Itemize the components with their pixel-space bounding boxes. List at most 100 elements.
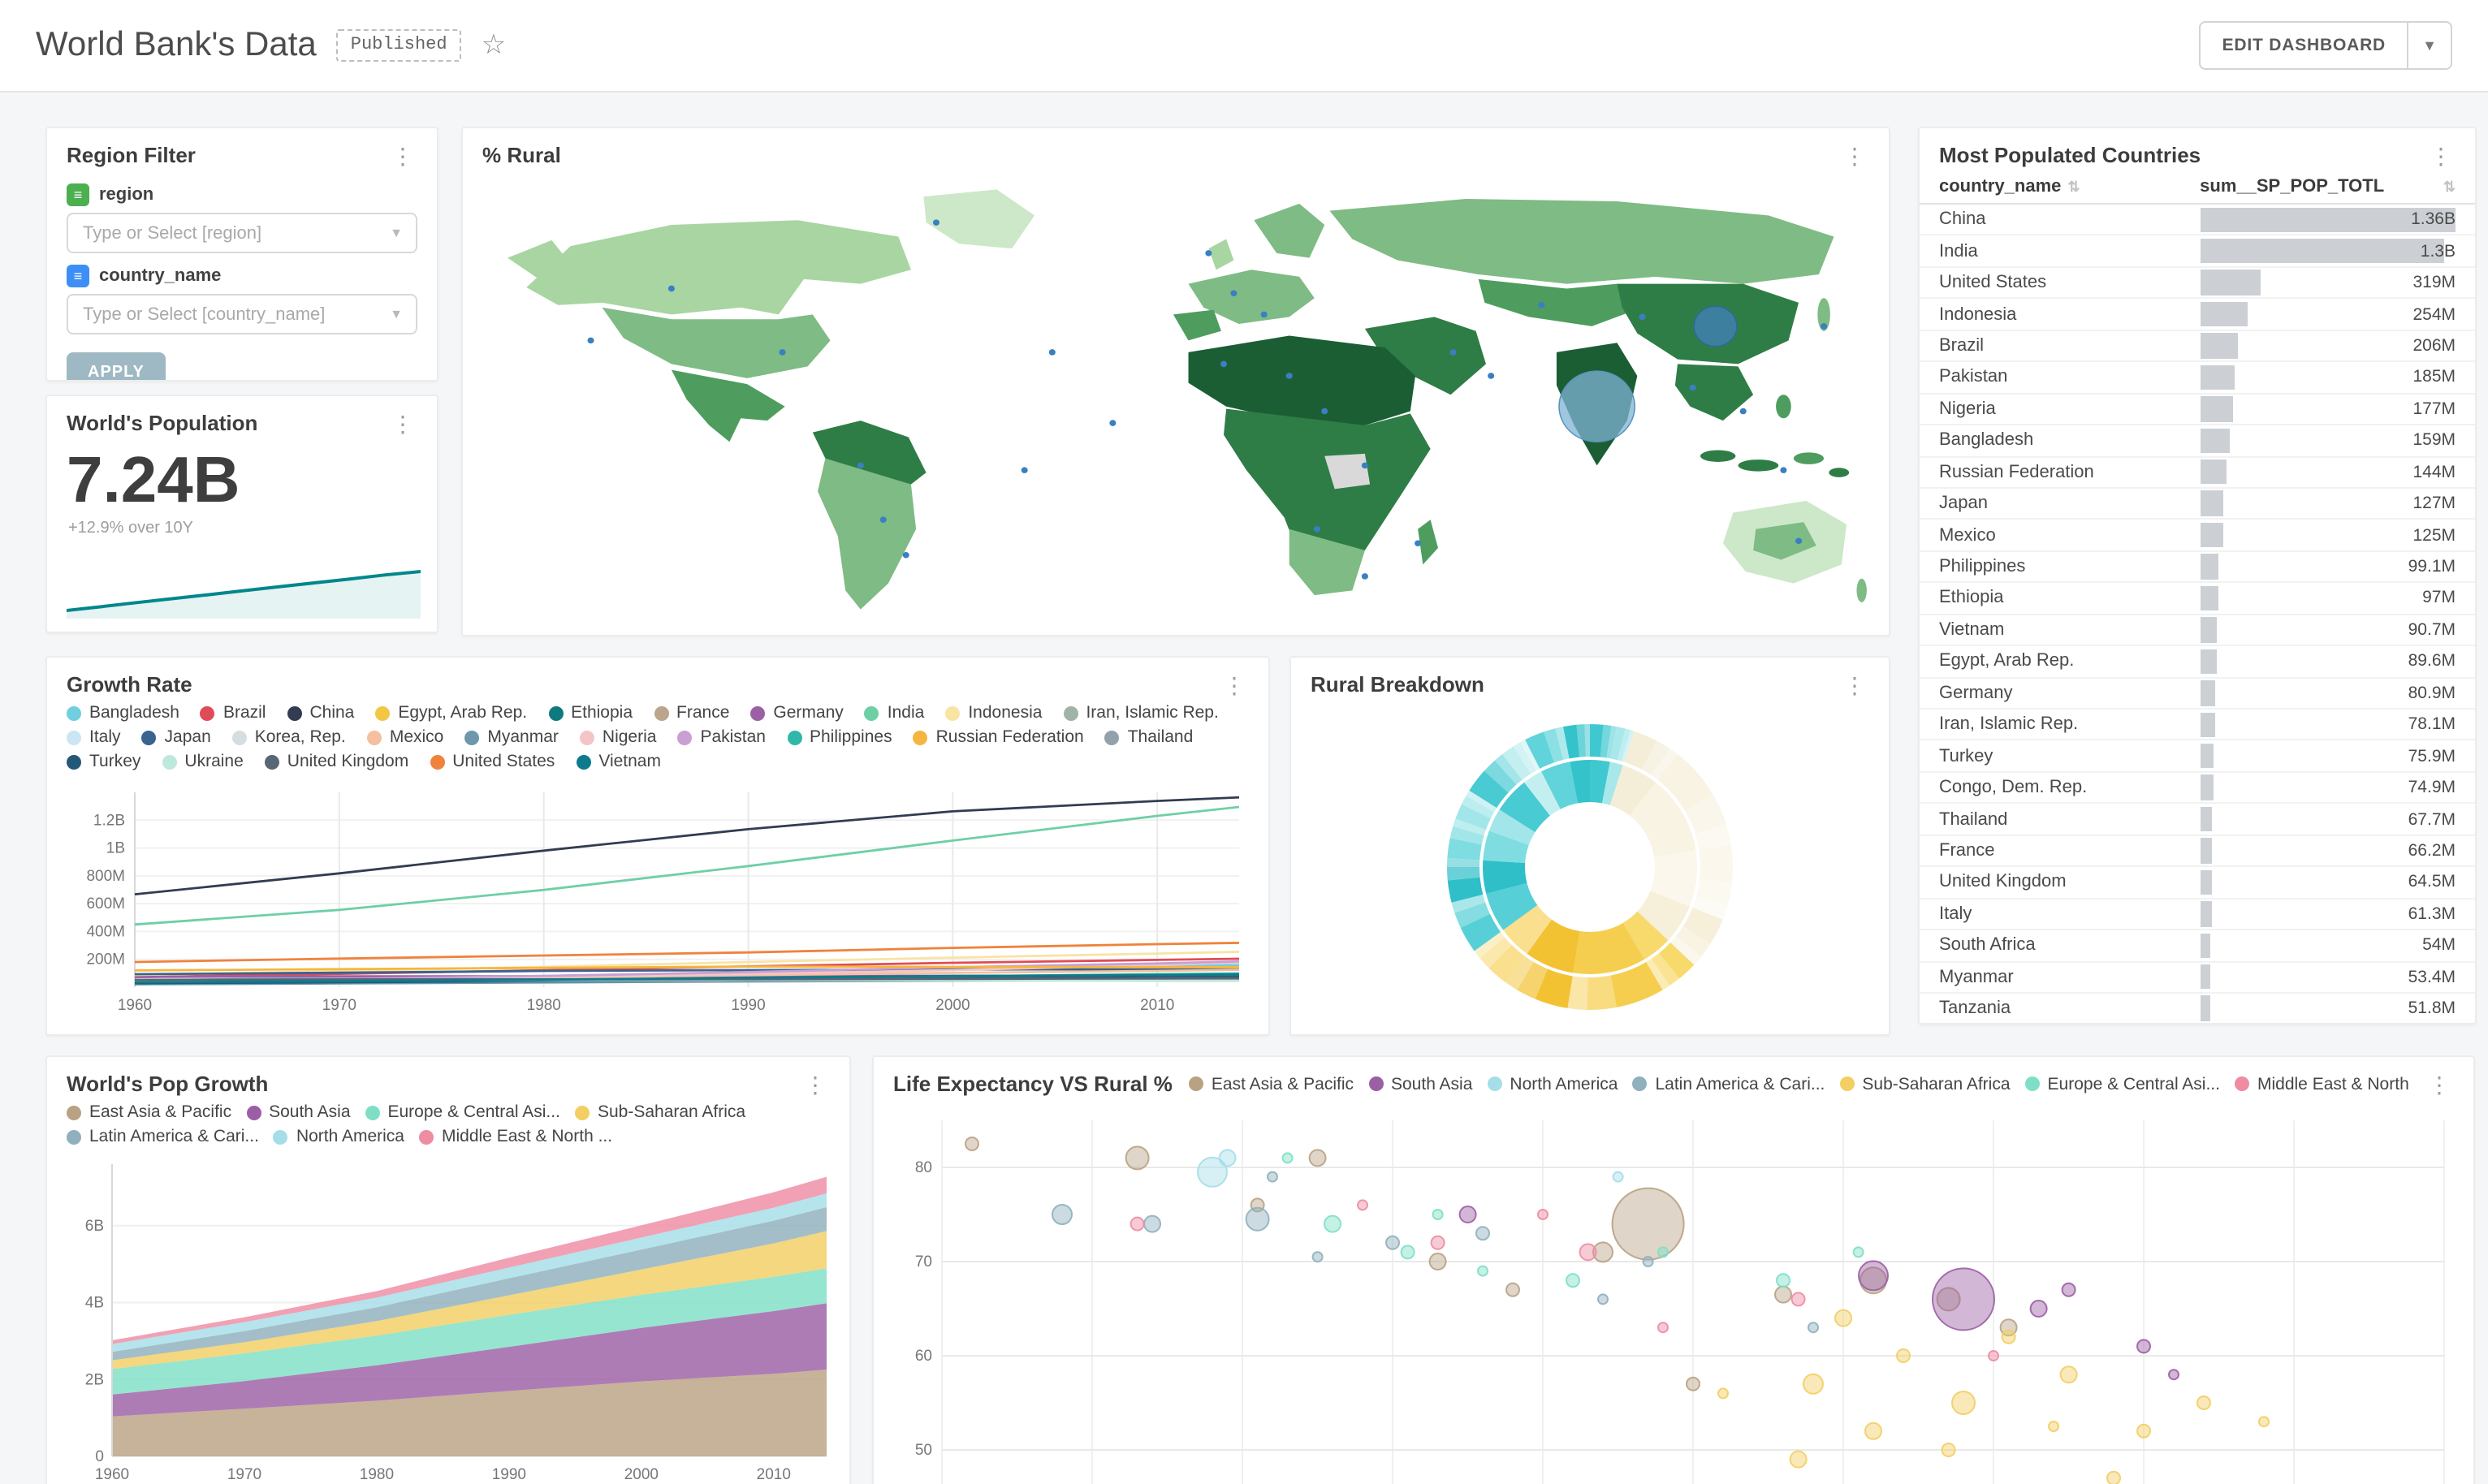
bubble[interactable] [1776, 1273, 1790, 1288]
card-menu-icon[interactable]: ⋮ [391, 142, 414, 168]
card-menu-icon[interactable]: ⋮ [1223, 671, 1246, 697]
sunburst-outer-slice[interactable] [1587, 975, 1617, 1010]
sunburst-inner-slice[interactable] [1488, 809, 1536, 845]
bubble[interactable] [1357, 1199, 1368, 1211]
legend-item[interactable]: North America [1487, 1074, 1618, 1094]
card-menu-icon[interactable]: ⋮ [391, 410, 414, 436]
bubble[interactable] [1803, 1373, 1824, 1395]
bubble[interactable] [1612, 1171, 1624, 1183]
bubble[interactable] [1245, 1206, 1270, 1232]
sunburst-inner-slice[interactable] [1524, 771, 1561, 816]
legend-item[interactable]: Iran, Islamic Rep. [1063, 703, 1219, 723]
bubble[interactable] [2029, 1300, 2048, 1318]
card-menu-icon[interactable]: ⋮ [804, 1071, 827, 1097]
world-map[interactable] [482, 175, 1869, 623]
bubble[interactable] [2196, 1396, 2211, 1410]
sunburst-outer-slice[interactable] [1447, 857, 1480, 867]
sunburst-outer-slice[interactable] [1600, 724, 1612, 758]
sunburst-outer-slice[interactable] [1517, 962, 1548, 999]
series-area[interactable] [112, 1370, 827, 1456]
bubble[interactable] [1834, 1309, 1852, 1327]
legend-item[interactable]: Brazil [200, 703, 266, 723]
bubble[interactable] [2136, 1423, 2151, 1439]
bubble[interactable] [2258, 1416, 2270, 1428]
sunburst-outer-slice[interactable] [1695, 823, 1731, 850]
bubble[interactable] [1852, 1246, 1864, 1258]
bubble[interactable] [1988, 1350, 1999, 1361]
series-line[interactable] [134, 796, 1240, 895]
sunburst-outer-slice[interactable] [1502, 746, 1531, 780]
legend-item[interactable]: Sub-Saharan Africa [574, 1102, 745, 1122]
legend-item[interactable]: United Kingdom [264, 752, 408, 771]
legend-item[interactable]: Sub-Saharan Africa [1839, 1074, 2011, 1094]
bubble[interactable] [1052, 1204, 1073, 1225]
legend-item[interactable]: South Asia [1368, 1074, 1472, 1094]
sunburst-outer-slice[interactable] [1584, 723, 1590, 757]
sunburst-outer-slice[interactable] [1555, 727, 1570, 761]
bubble[interactable] [1597, 1293, 1609, 1305]
bubble[interactable] [1860, 1266, 1887, 1295]
pop-growth-plot[interactable]: 0 2B 4B 6B 1960 1970 1980 1990 2000 2010 [57, 1154, 840, 1482]
bubble[interactable] [1579, 1243, 1597, 1262]
bubble[interactable] [1458, 1206, 1477, 1223]
sunburst-outer-slice[interactable] [1449, 826, 1484, 845]
sunburst-outer-slice[interactable] [1641, 740, 1670, 776]
legend-item[interactable]: Ukraine [162, 752, 244, 771]
bubble[interactable] [1642, 1256, 1654, 1267]
bubble[interactable] [1566, 1273, 1580, 1288]
sunburst-outer-slice[interactable] [1576, 724, 1586, 757]
sunburst-outer-slice[interactable] [1494, 753, 1523, 785]
bubble[interactable] [2048, 1421, 2059, 1432]
sunburst-inner-slice[interactable] [1622, 911, 1669, 960]
sunburst-inner-slice[interactable] [1499, 782, 1550, 833]
sunburst-outer-slice[interactable] [1474, 931, 1505, 959]
legend-item[interactable]: Nigeria [579, 727, 656, 747]
legend-item[interactable]: South Asia [246, 1102, 351, 1122]
legend-item[interactable]: Myanmar [464, 727, 559, 747]
apply-button[interactable]: APPLY [67, 352, 166, 380]
sunburst-outer-slice[interactable] [1454, 902, 1490, 928]
card-menu-icon[interactable]: ⋮ [2430, 142, 2452, 168]
legend-item[interactable]: France [654, 703, 729, 723]
bubble[interactable] [1475, 1226, 1490, 1241]
bubble[interactable] [1143, 1214, 1161, 1233]
sunburst-inner-slice[interactable] [1486, 882, 1538, 930]
legend-item[interactable]: Ethiopia [548, 703, 633, 723]
bubble[interactable] [2136, 1339, 2151, 1354]
sunburst-inner-slice[interactable] [1570, 760, 1590, 804]
sunburst-outer-slice[interactable] [1692, 896, 1728, 920]
sunburst-outer-slice[interactable] [1535, 968, 1573, 1008]
legend-item[interactable]: Italy [67, 727, 121, 747]
sunburst-outer-slice[interactable] [1624, 731, 1657, 770]
sunburst-outer-slice[interactable] [1469, 770, 1509, 809]
bubble[interactable] [1864, 1421, 1882, 1440]
bubble[interactable] [1324, 1214, 1341, 1233]
legend-item[interactable]: Latin America & Cari... [67, 1127, 259, 1146]
legend-item[interactable]: Middle East & North ... [2235, 1074, 2408, 1094]
bubble[interactable] [1592, 1241, 1613, 1263]
rural-breakdown-chart[interactable] [1436, 711, 1744, 1023]
sunburst-inner-slice[interactable] [1482, 860, 1527, 894]
bubble[interactable] [1896, 1348, 1911, 1363]
bubble[interactable] [1197, 1156, 1228, 1188]
legend-item[interactable]: Russian Federation [913, 727, 1084, 747]
series-line[interactable] [134, 968, 1240, 976]
legend-item[interactable]: Bangladesh [67, 703, 179, 723]
sunburst-outer-slice[interactable] [1563, 724, 1580, 759]
legend-item[interactable]: Germany [750, 703, 844, 723]
bubble[interactable] [1130, 1216, 1145, 1232]
life-expectancy-plot[interactable]: 50 60 70 80 [893, 1107, 2457, 1484]
bubble[interactable] [1858, 1260, 1889, 1292]
bubble[interactable] [1774, 1285, 1792, 1304]
sunburst-outer-slice[interactable] [1675, 925, 1711, 957]
bubble[interactable] [1808, 1322, 1819, 1334]
bubble[interactable] [2059, 1365, 2078, 1384]
sunburst-outer-slice[interactable] [1651, 748, 1678, 780]
sunburst-outer-slice[interactable] [1699, 844, 1734, 883]
sunburst-inner-slice[interactable] [1541, 761, 1578, 809]
sunburst-outer-slice[interactable] [1606, 726, 1617, 759]
legend-item[interactable]: Turkey [67, 752, 140, 771]
sunburst-outer-slice[interactable] [1520, 740, 1540, 771]
sunburst-outer-slice[interactable] [1451, 894, 1486, 913]
bubble[interactable] [965, 1137, 979, 1151]
